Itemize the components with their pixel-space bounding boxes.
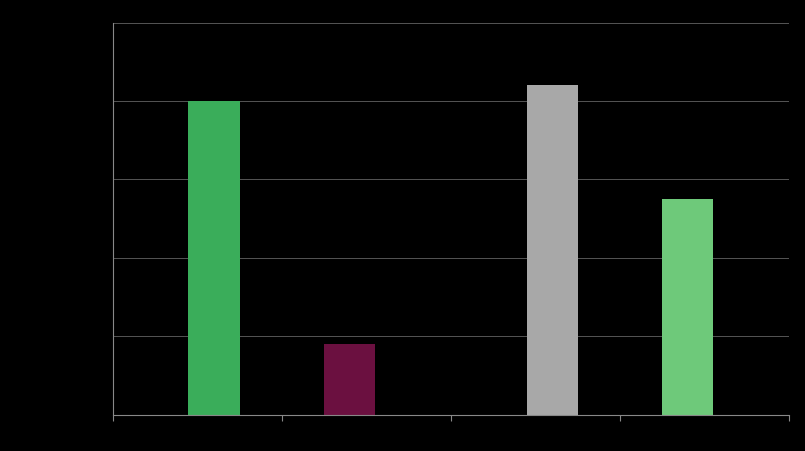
Bar	[324, 344, 375, 415]
Bar	[188, 101, 240, 415]
Bar	[662, 199, 713, 415]
Bar	[526, 85, 578, 415]
